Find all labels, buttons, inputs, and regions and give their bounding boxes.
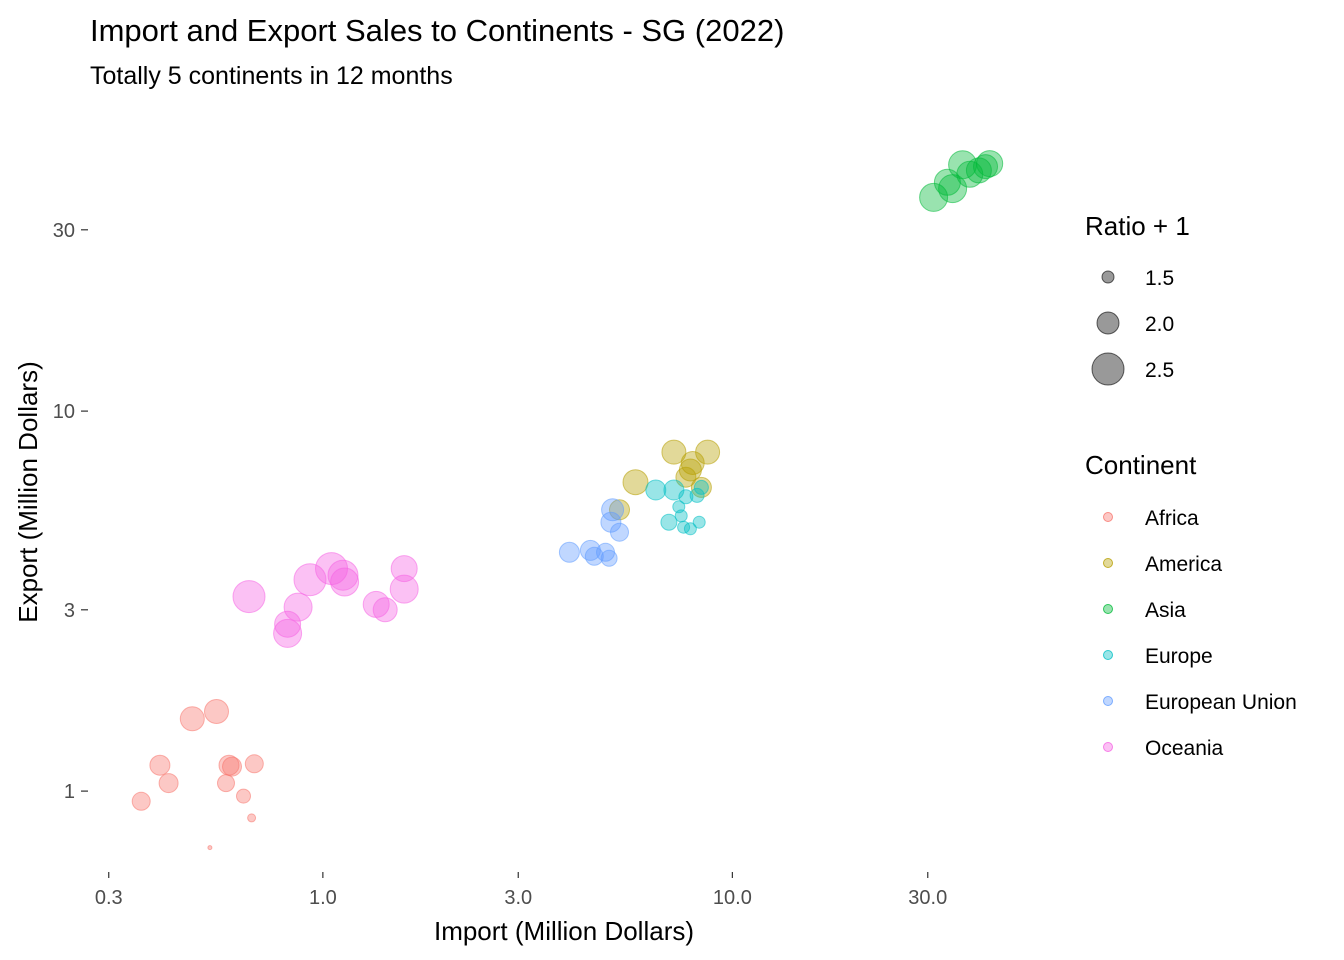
point-european-union (601, 498, 625, 522)
point-oceania (274, 610, 302, 638)
point-oceania (330, 567, 360, 597)
point-europe (645, 479, 667, 501)
size-legend-title: Ratio + 1 (1085, 211, 1190, 241)
point-africa (217, 774, 235, 793)
point-america (622, 469, 649, 496)
point-africa (207, 845, 213, 851)
point-asia (973, 154, 998, 180)
point-europe (660, 513, 678, 531)
point-africa (247, 813, 257, 823)
point-africa (222, 756, 242, 777)
point-america (680, 451, 705, 475)
color-legend-key (1103, 604, 1113, 614)
point-asia (919, 182, 949, 212)
color-legend-key (1103, 512, 1113, 522)
point-europe (683, 522, 697, 536)
y-tick-label: 3 (64, 600, 75, 622)
color-legend-label: Oceania (1145, 737, 1224, 760)
point-africa (158, 773, 179, 794)
point-european-union (600, 549, 618, 567)
x-axis-title: Import (Million Dollars) (434, 916, 694, 946)
size-legend-key (1091, 352, 1125, 386)
size-legend-label: 1.5 (1145, 267, 1174, 290)
color-legend-label: Africa (1145, 507, 1199, 530)
point-oceania (232, 580, 266, 614)
y-tick-label: 10 (53, 401, 75, 423)
point-european-union (558, 541, 580, 563)
point-oceania (293, 563, 327, 597)
point-america (695, 439, 721, 465)
color-legend-label: European Union (1145, 691, 1297, 714)
size-legend: Ratio + 1 1.5 2.0 2.5 (1085, 211, 1190, 386)
point-europe (693, 479, 709, 495)
point-oceania (283, 592, 313, 622)
point-european-union (610, 522, 629, 542)
point-oceania (372, 597, 398, 623)
point-america (661, 439, 687, 465)
point-africa (204, 699, 229, 724)
point-africa (179, 706, 205, 732)
y-tick-label: 1 (64, 781, 75, 803)
color-legend-label: Asia (1145, 599, 1186, 622)
point-africa (149, 754, 171, 776)
point-africa (131, 791, 151, 811)
x-axis: 0.3 1.0 3.0 10.0 30.0 (95, 872, 947, 909)
point-europe (692, 515, 706, 529)
color-legend-key (1103, 696, 1113, 706)
y-axis: 1 3 10 30 (53, 220, 88, 803)
color-legend-key (1103, 650, 1113, 660)
point-africa (236, 788, 251, 804)
point-oceania (390, 555, 418, 583)
point-oceania (389, 574, 419, 604)
x-tick-label: 3.0 (504, 887, 532, 909)
y-tick-label: 30 (53, 220, 75, 242)
point-europe (674, 509, 688, 523)
x-tick-label: 30.0 (908, 887, 947, 909)
point-europe (689, 487, 705, 503)
point-oceania (327, 559, 359, 591)
y-axis-title: Export (Million Dollars) (13, 361, 43, 623)
plot-area (131, 150, 1004, 851)
point-asia (976, 150, 1004, 178)
size-legend-key (1101, 270, 1115, 284)
point-european-union (584, 546, 604, 566)
size-legend-label: 2.5 (1145, 359, 1174, 382)
point-africa (244, 754, 264, 774)
size-legend-key (1096, 311, 1120, 335)
point-oceania (273, 618, 303, 648)
color-legend-key (1103, 558, 1113, 568)
chart-subtitle: Totally 5 continents in 12 months (90, 62, 453, 90)
size-legend-label: 2.0 (1145, 313, 1174, 336)
x-tick-label: 1.0 (309, 887, 337, 909)
color-legend-title: Continent (1085, 450, 1197, 480)
x-tick-label: 10.0 (713, 887, 752, 909)
point-america (609, 499, 630, 521)
point-europe (678, 489, 694, 505)
color-legend-key (1103, 742, 1113, 752)
chart-title: Import and Export Sales to Continents - … (90, 13, 784, 48)
color-legend: Continent Africa America Asia Europe Europea… (1085, 450, 1297, 760)
x-tick-label: 0.3 (95, 887, 123, 909)
color-legend-label: America (1145, 553, 1222, 576)
color-legend-label: Europe (1145, 645, 1213, 668)
